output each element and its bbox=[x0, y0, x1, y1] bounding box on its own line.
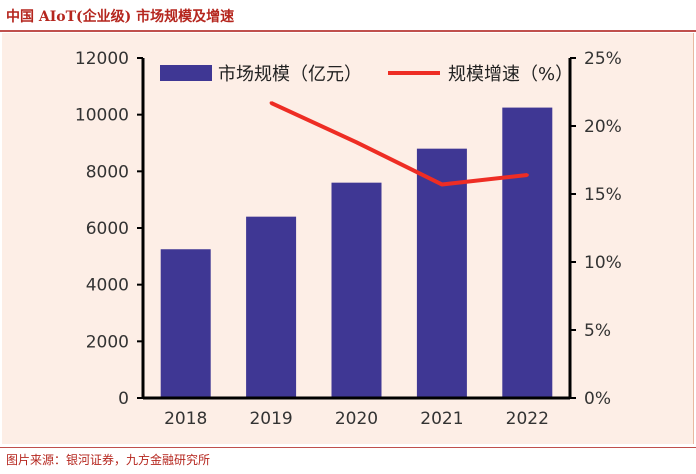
x-tick-label: 2018 bbox=[164, 409, 207, 429]
legend: 市场规模（亿元） 规模增速（%） bbox=[160, 64, 573, 85]
bars-group bbox=[160, 107, 553, 398]
left-tick-label: 2000 bbox=[86, 332, 129, 352]
left-tick-label: 12000 bbox=[75, 49, 129, 69]
right-tick-label: 15% bbox=[584, 185, 622, 205]
right-tick-label: 10% bbox=[584, 253, 622, 273]
bar-2019 bbox=[246, 216, 297, 398]
legend-label-line: 规模增速（%） bbox=[448, 64, 573, 85]
x-tick-label: 2021 bbox=[420, 409, 463, 429]
x-ticks-group: 2018 2019 2020 2021 2022 bbox=[164, 409, 549, 429]
chart-title: 中国 AIoT(企业级) 市场规模及增速 bbox=[6, 9, 235, 25]
bar-2020 bbox=[331, 182, 382, 398]
legend-swatch-bar bbox=[160, 65, 212, 81]
bar-2018 bbox=[160, 249, 211, 398]
right-tick-label: 25% bbox=[584, 49, 622, 69]
growth-point-2020 bbox=[355, 140, 358, 144]
left-ticks-group: 0 2000 4000 6000 8000 10000 12000 bbox=[75, 49, 143, 409]
bar-2021 bbox=[416, 148, 467, 398]
right-tick-label: 0% bbox=[584, 389, 611, 409]
growth-point-2022 bbox=[525, 173, 529, 177]
source-note: 图片来源：银河证券，九方金融研究所 bbox=[6, 453, 211, 467]
bar-2022 bbox=[502, 107, 553, 398]
growth-line bbox=[270, 101, 528, 187]
right-tick-label: 20% bbox=[584, 117, 622, 137]
right-ticks-group: 0% 5% 10% 15% 20% 25% bbox=[570, 49, 622, 409]
x-tick-label: 2020 bbox=[335, 409, 378, 429]
left-tick-label: 6000 bbox=[86, 219, 129, 239]
growth-point-2021 bbox=[440, 182, 444, 186]
growth-line-group bbox=[269, 101, 529, 187]
growth-point-2019 bbox=[269, 101, 273, 105]
title-divider bbox=[0, 30, 696, 32]
legend-label-bar: 市场规模（亿元） bbox=[218, 64, 362, 85]
x-tick-label: 2022 bbox=[506, 409, 549, 429]
source-divider bbox=[0, 447, 696, 448]
x-tick-label: 2019 bbox=[249, 409, 292, 429]
left-tick-label: 10000 bbox=[75, 106, 129, 126]
left-tick-label: 0 bbox=[118, 389, 129, 409]
left-tick-label: 4000 bbox=[86, 276, 129, 296]
left-tick-label: 8000 bbox=[86, 162, 129, 182]
right-tick-label: 5% bbox=[584, 321, 611, 341]
